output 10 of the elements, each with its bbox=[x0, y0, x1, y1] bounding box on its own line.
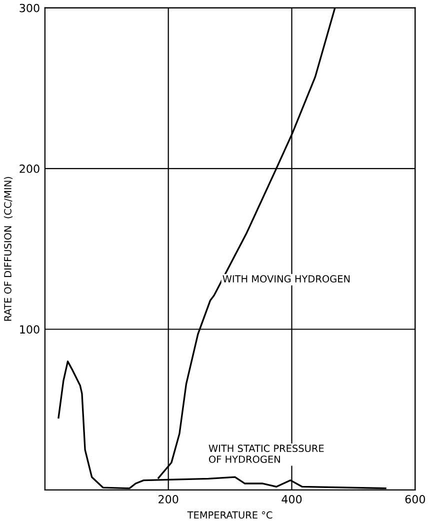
x-tick-label: 400 bbox=[282, 494, 302, 504]
annotation: WITH STATIC PRESSURE OF HYDROGEN bbox=[208, 444, 324, 463]
x-tick-label: 200 bbox=[158, 494, 178, 504]
x-tick-label: 600 bbox=[405, 494, 426, 504]
x-axis-title: TEMPERATURE °C bbox=[187, 511, 272, 519]
annotation: WITH MOVING HYDROGEN bbox=[222, 275, 350, 283]
y-tick-label: 200 bbox=[20, 164, 40, 173]
y-axis-title: RATE OF DIFFUSION (CC/MIN) bbox=[4, 176, 13, 321]
y-tick-label: 100 bbox=[20, 325, 40, 334]
y-tick-label: 300 bbox=[20, 4, 40, 12]
